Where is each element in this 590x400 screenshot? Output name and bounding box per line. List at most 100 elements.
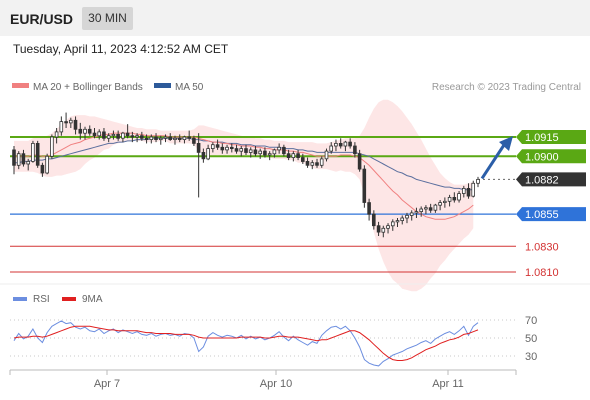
x-tick-label: Apr 11 — [432, 378, 464, 390]
candle — [452, 192, 457, 203]
candle — [343, 140, 348, 152]
candle — [357, 149, 362, 172]
candle — [476, 176, 480, 188]
x-tick-label: Apr 7 — [94, 378, 120, 390]
candle — [400, 215, 404, 225]
candle-body — [40, 164, 45, 174]
candle-body — [461, 187, 466, 194]
candle — [210, 142, 215, 153]
chart-datetime: Tuesday, April 11, 2023 4:12:52 AM CET — [13, 42, 229, 56]
rsi-tick-50: 50 — [525, 333, 537, 345]
candle — [158, 135, 163, 145]
candle-body — [196, 142, 201, 153]
candle-body — [319, 158, 324, 166]
candle — [144, 134, 149, 144]
timeframe-button[interactable]: 30 MIN — [82, 7, 133, 30]
candle — [291, 151, 296, 162]
candle — [371, 210, 376, 230]
candle-body — [64, 121, 68, 124]
level-label-1.0900: 1.0900 — [525, 151, 559, 163]
ma20-legend-label: MA 20 + Bollinger Bands — [33, 82, 143, 93]
candle — [248, 147, 253, 158]
x-tick-label: Apr 10 — [260, 378, 292, 390]
candle-body — [390, 221, 395, 227]
candle-body — [97, 131, 102, 137]
candle-body — [258, 150, 262, 155]
level-tag-1.0855 — [516, 207, 586, 222]
ma20-line — [14, 132, 474, 220]
level-label-1.0915: 1.0915 — [525, 132, 559, 144]
candle — [353, 142, 357, 158]
candle-body — [177, 137, 182, 141]
candle — [258, 148, 262, 159]
candle — [106, 133, 111, 143]
candle — [215, 139, 220, 150]
candle-body — [353, 145, 357, 155]
candle-body — [452, 196, 457, 201]
candle — [310, 160, 315, 170]
level-tag-1.0900 — [516, 149, 586, 164]
candle-body — [182, 136, 187, 140]
candle-body — [272, 149, 277, 155]
candle-body — [149, 136, 154, 140]
candle-body — [424, 207, 428, 210]
level-tag-1.0915 — [516, 130, 586, 144]
candle-body — [305, 160, 310, 166]
level-label-1.0882: 1.0882 — [525, 174, 559, 186]
candle-body — [371, 213, 376, 227]
candle — [69, 117, 73, 128]
candle-body — [50, 136, 54, 157]
candle-body — [78, 128, 83, 134]
candle — [21, 149, 26, 167]
candle — [329, 142, 333, 154]
candle-body — [405, 214, 409, 219]
candle — [168, 133, 173, 141]
candle — [272, 148, 277, 158]
candle-body — [357, 153, 362, 170]
candle-body — [414, 211, 419, 214]
candle-body — [45, 155, 49, 174]
rsi-panel: 70 50 30 — [10, 315, 537, 367]
candle-body — [144, 137, 149, 141]
candle — [125, 124, 130, 139]
candle — [12, 146, 16, 175]
candle-body — [263, 150, 267, 156]
candle — [395, 218, 400, 227]
candle — [83, 126, 87, 140]
candle-body — [244, 148, 248, 153]
candle — [433, 203, 438, 213]
candle — [196, 133, 201, 198]
candle — [64, 112, 68, 128]
candle-body — [419, 208, 423, 212]
candle-body — [210, 144, 215, 149]
candle — [267, 151, 272, 161]
bollinger-bands — [14, 99, 474, 292]
candle — [367, 198, 371, 221]
candle — [253, 146, 258, 157]
candle — [419, 206, 423, 217]
candle — [390, 219, 395, 231]
candle — [300, 153, 305, 164]
header-bar: EUR/USD 30 MIN — [0, 0, 590, 36]
candle-body — [12, 149, 16, 166]
rsi-legend-swatch — [13, 297, 27, 301]
candle-body — [158, 137, 163, 141]
candle — [438, 200, 442, 211]
candle — [16, 151, 21, 170]
candle — [305, 157, 310, 168]
candle-body — [59, 121, 64, 133]
candle — [277, 143, 281, 154]
forecast-arrow-head — [499, 136, 513, 151]
candle — [220, 143, 225, 154]
symbol-title: EUR/USD — [10, 11, 74, 27]
candle-body — [277, 146, 281, 151]
candle-body — [376, 225, 381, 233]
candle-body — [400, 217, 404, 221]
candle — [201, 148, 206, 163]
candle — [286, 149, 291, 161]
candle — [457, 191, 461, 203]
candle-body — [201, 151, 206, 160]
candle-body — [315, 162, 319, 166]
candle-body — [135, 135, 139, 138]
